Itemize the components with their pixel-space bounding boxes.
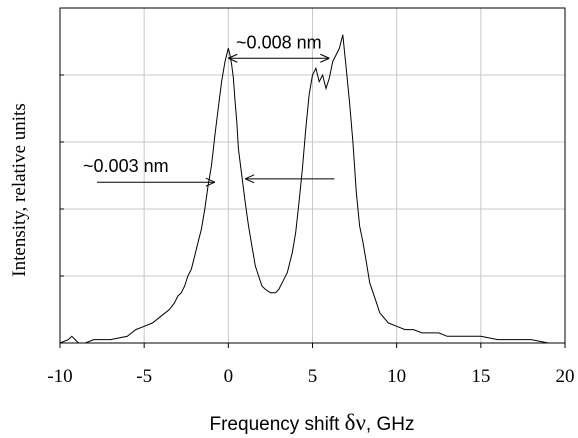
annotation-arrowhead [205, 177, 216, 187]
x-tick-label: 20 [556, 366, 575, 387]
annotations: ~0.008 nm ~0.003 nm [83, 32, 335, 187]
y-axis-label: Intensity, relative units [9, 103, 30, 276]
x-tick-label: -5 [136, 366, 152, 387]
x-tick-label: 15 [471, 366, 490, 387]
annotation-arrowhead [320, 53, 330, 63]
x-ticks: -10 -5 0 5 10 15 20 [47, 7, 575, 387]
annotation-arrowhead [244, 174, 255, 184]
x-tick-label: 10 [387, 366, 406, 387]
x-axis-label-suffix: , GHz [366, 414, 415, 435]
x-axis-label-prefix: Frequency shift [210, 414, 345, 435]
x-tick-label: -10 [47, 366, 72, 387]
annotation-arrowhead [228, 53, 238, 63]
x-tick-label: 5 [308, 366, 318, 387]
x-axis-label-symbol: δν [345, 410, 366, 435]
annotation-linewidth: ~0.003 nm [83, 156, 169, 176]
series-line-intensity [59, 34, 565, 344]
x-axis-label: Frequency shift δν, GHz [210, 410, 415, 435]
annotation-peak-separation: ~0.008 nm [236, 32, 322, 52]
x-tick-label: 0 [224, 366, 234, 387]
